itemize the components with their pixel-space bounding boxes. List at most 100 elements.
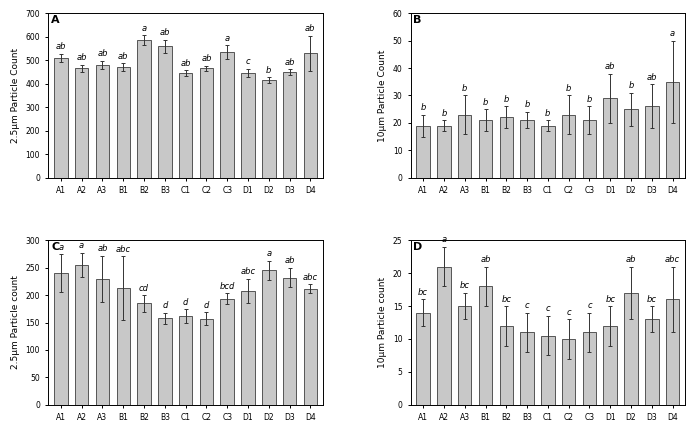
Text: b: b [628, 81, 634, 90]
Bar [479, 120, 492, 178]
Bar [624, 109, 638, 178]
Text: abc: abc [665, 255, 680, 264]
Bar [458, 306, 471, 405]
Bar [417, 313, 430, 405]
Text: d: d [162, 301, 167, 310]
Bar [95, 65, 109, 178]
Text: ab: ab [480, 255, 491, 264]
Bar [137, 303, 151, 405]
Bar [417, 126, 430, 178]
Bar [95, 279, 109, 405]
Text: c: c [566, 308, 571, 317]
Text: bc: bc [606, 295, 615, 304]
Bar [116, 67, 130, 178]
Bar [520, 120, 534, 178]
Bar [54, 58, 68, 178]
Text: a: a [441, 235, 446, 244]
Bar [75, 69, 89, 178]
Text: a: a [266, 249, 271, 258]
Text: ab: ab [626, 255, 636, 264]
Text: ab: ab [181, 59, 191, 68]
Y-axis label: 10μm Particle count: 10μm Particle count [378, 277, 387, 368]
Text: a: a [58, 242, 64, 252]
Text: abc: abc [116, 245, 131, 254]
Bar [283, 72, 296, 178]
Text: ab: ab [118, 51, 129, 61]
Bar [242, 73, 255, 178]
Y-axis label: 10μm Particle Count: 10μm Particle Count [378, 49, 387, 142]
Bar [179, 316, 192, 405]
Text: b: b [525, 100, 530, 110]
Bar [221, 299, 234, 405]
Bar [200, 69, 213, 178]
Bar [603, 98, 617, 178]
Bar [520, 332, 534, 405]
Text: ab: ab [305, 24, 316, 33]
Text: b: b [504, 95, 509, 104]
Y-axis label: 2.5μm Particle Count: 2.5μm Particle Count [11, 48, 20, 143]
Text: b: b [462, 84, 467, 93]
Bar [75, 265, 89, 405]
Text: B: B [413, 15, 422, 25]
Text: abc: abc [240, 267, 255, 276]
Text: ab: ab [55, 42, 66, 51]
Bar [479, 286, 492, 405]
Bar [500, 326, 513, 405]
Bar [304, 289, 317, 405]
Bar [583, 120, 597, 178]
Bar [262, 80, 275, 178]
Text: a: a [141, 24, 147, 33]
Text: ab: ab [284, 256, 295, 265]
Text: bc: bc [459, 282, 470, 290]
Bar [437, 126, 450, 178]
Bar [541, 336, 554, 405]
Text: c: c [525, 301, 529, 310]
Text: ab: ab [646, 73, 657, 82]
Text: d: d [183, 298, 188, 307]
Text: ab: ab [76, 53, 87, 62]
Text: b: b [483, 98, 488, 107]
Text: bc: bc [501, 295, 511, 304]
Bar [54, 273, 68, 405]
Bar [583, 332, 597, 405]
Bar [645, 319, 659, 405]
Text: bc: bc [418, 288, 428, 297]
Bar [283, 278, 296, 405]
Text: b: b [441, 109, 446, 117]
Text: C: C [51, 242, 60, 252]
Bar [221, 52, 234, 178]
Bar [562, 339, 576, 405]
Bar [666, 82, 680, 178]
Bar [304, 53, 317, 178]
Text: c: c [246, 58, 251, 66]
Text: A: A [51, 15, 60, 25]
Text: d: d [203, 301, 209, 310]
Bar [158, 318, 172, 405]
Bar [262, 271, 275, 405]
Text: abc: abc [303, 273, 318, 282]
Bar [437, 267, 450, 405]
Text: c: c [587, 301, 592, 310]
Bar [242, 291, 255, 405]
Bar [200, 319, 213, 405]
Text: ab: ab [284, 58, 295, 67]
Text: bc: bc [647, 295, 657, 304]
Text: ab: ab [98, 49, 108, 58]
Bar [116, 288, 130, 405]
Bar [645, 106, 659, 178]
Bar [624, 293, 638, 405]
Bar [603, 326, 617, 405]
Text: b: b [587, 95, 592, 104]
Text: b: b [545, 109, 551, 117]
Text: ab: ab [605, 62, 615, 71]
Text: ab: ab [160, 28, 170, 37]
Text: c: c [545, 304, 550, 313]
Bar [541, 126, 554, 178]
Y-axis label: 2.5μm Particle count: 2.5μm Particle count [11, 275, 20, 370]
Text: b: b [566, 84, 572, 93]
Text: D: D [413, 242, 423, 252]
Bar [158, 46, 172, 178]
Text: cd: cd [139, 284, 149, 293]
Text: b: b [421, 103, 426, 112]
Bar [666, 300, 680, 405]
